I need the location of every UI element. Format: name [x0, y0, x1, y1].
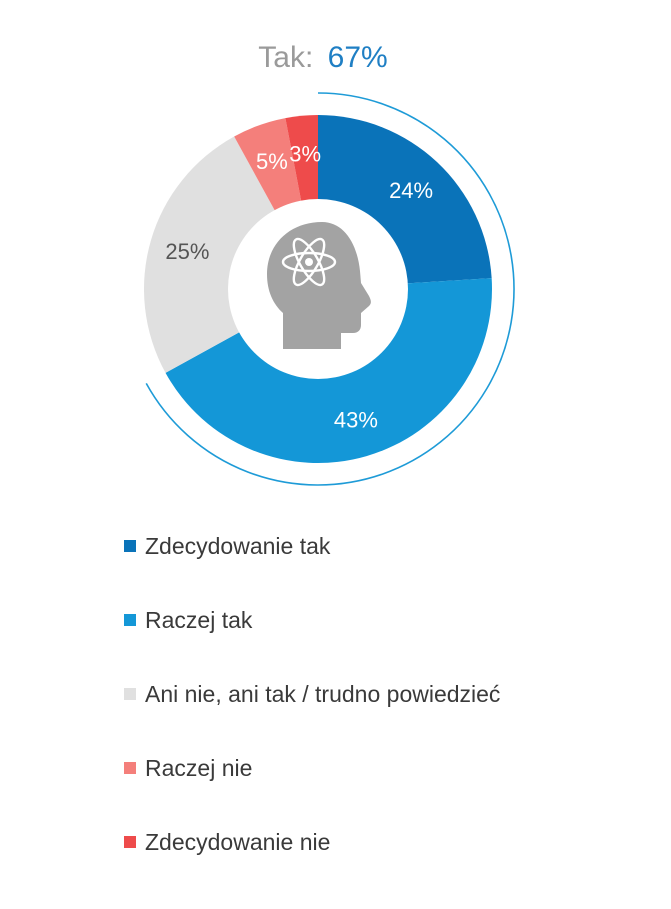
slice-ani-nie-ani-tak-trudno-powiedzieć: [144, 136, 318, 373]
legend-label: Raczej nie: [145, 754, 253, 781]
tak-total-arc: [145, 92, 515, 486]
legend-swatch: [124, 688, 136, 700]
headline-prefix: Tak:: [258, 41, 313, 74]
legend-swatch: [124, 614, 136, 626]
legend-label: Ani nie, ani tak / trudno powiedzieć: [145, 680, 501, 707]
headline: Tak: 67%: [258, 41, 387, 74]
legend-label: Zdecydowanie tak: [145, 532, 331, 559]
legend-swatch: [124, 836, 136, 848]
legend-item-zdecydowanie-tak: Zdecydowanie tak: [124, 532, 500, 560]
legend-item-raczej-nie: Raczej nie: [124, 754, 500, 782]
legend-swatch: [124, 762, 136, 774]
head-with-atom-icon: [267, 222, 371, 349]
slice-label-raczej-tak: 43%: [334, 408, 378, 433]
slice-label-raczej-nie: 5%: [256, 149, 288, 174]
donut-chart: Tak: 67% 24% 43% 25% 5% 3%: [144, 41, 515, 486]
slice-labels: 24% 43% 25% 5% 3%: [165, 142, 433, 433]
legend-item-ani-nie-ani-tak: Ani nie, ani tak / trudno powiedzieć: [124, 680, 500, 708]
atom-symbol: [281, 237, 337, 287]
legend: Zdecydowanie tak Raczej tak Ani nie, ani…: [124, 532, 500, 902]
slice-label-zdecydowanie-nie: 3%: [289, 142, 321, 167]
legend-label: Raczej tak: [145, 606, 253, 633]
headline-value: 67%: [328, 41, 388, 74]
legend-item-raczej-tak: Raczej tak: [124, 606, 500, 634]
slice-label-zdecydowanie-tak: 24%: [389, 178, 433, 203]
atom-nucleus: [305, 258, 313, 266]
slice-label-ani-nie-ani-tak-trudno-powiedzieć: 25%: [165, 239, 209, 264]
legend-item-zdecydowanie-nie: Zdecydowanie nie: [124, 828, 500, 856]
legend-swatch: [124, 540, 136, 552]
legend-label: Zdecydowanie nie: [145, 828, 331, 855]
